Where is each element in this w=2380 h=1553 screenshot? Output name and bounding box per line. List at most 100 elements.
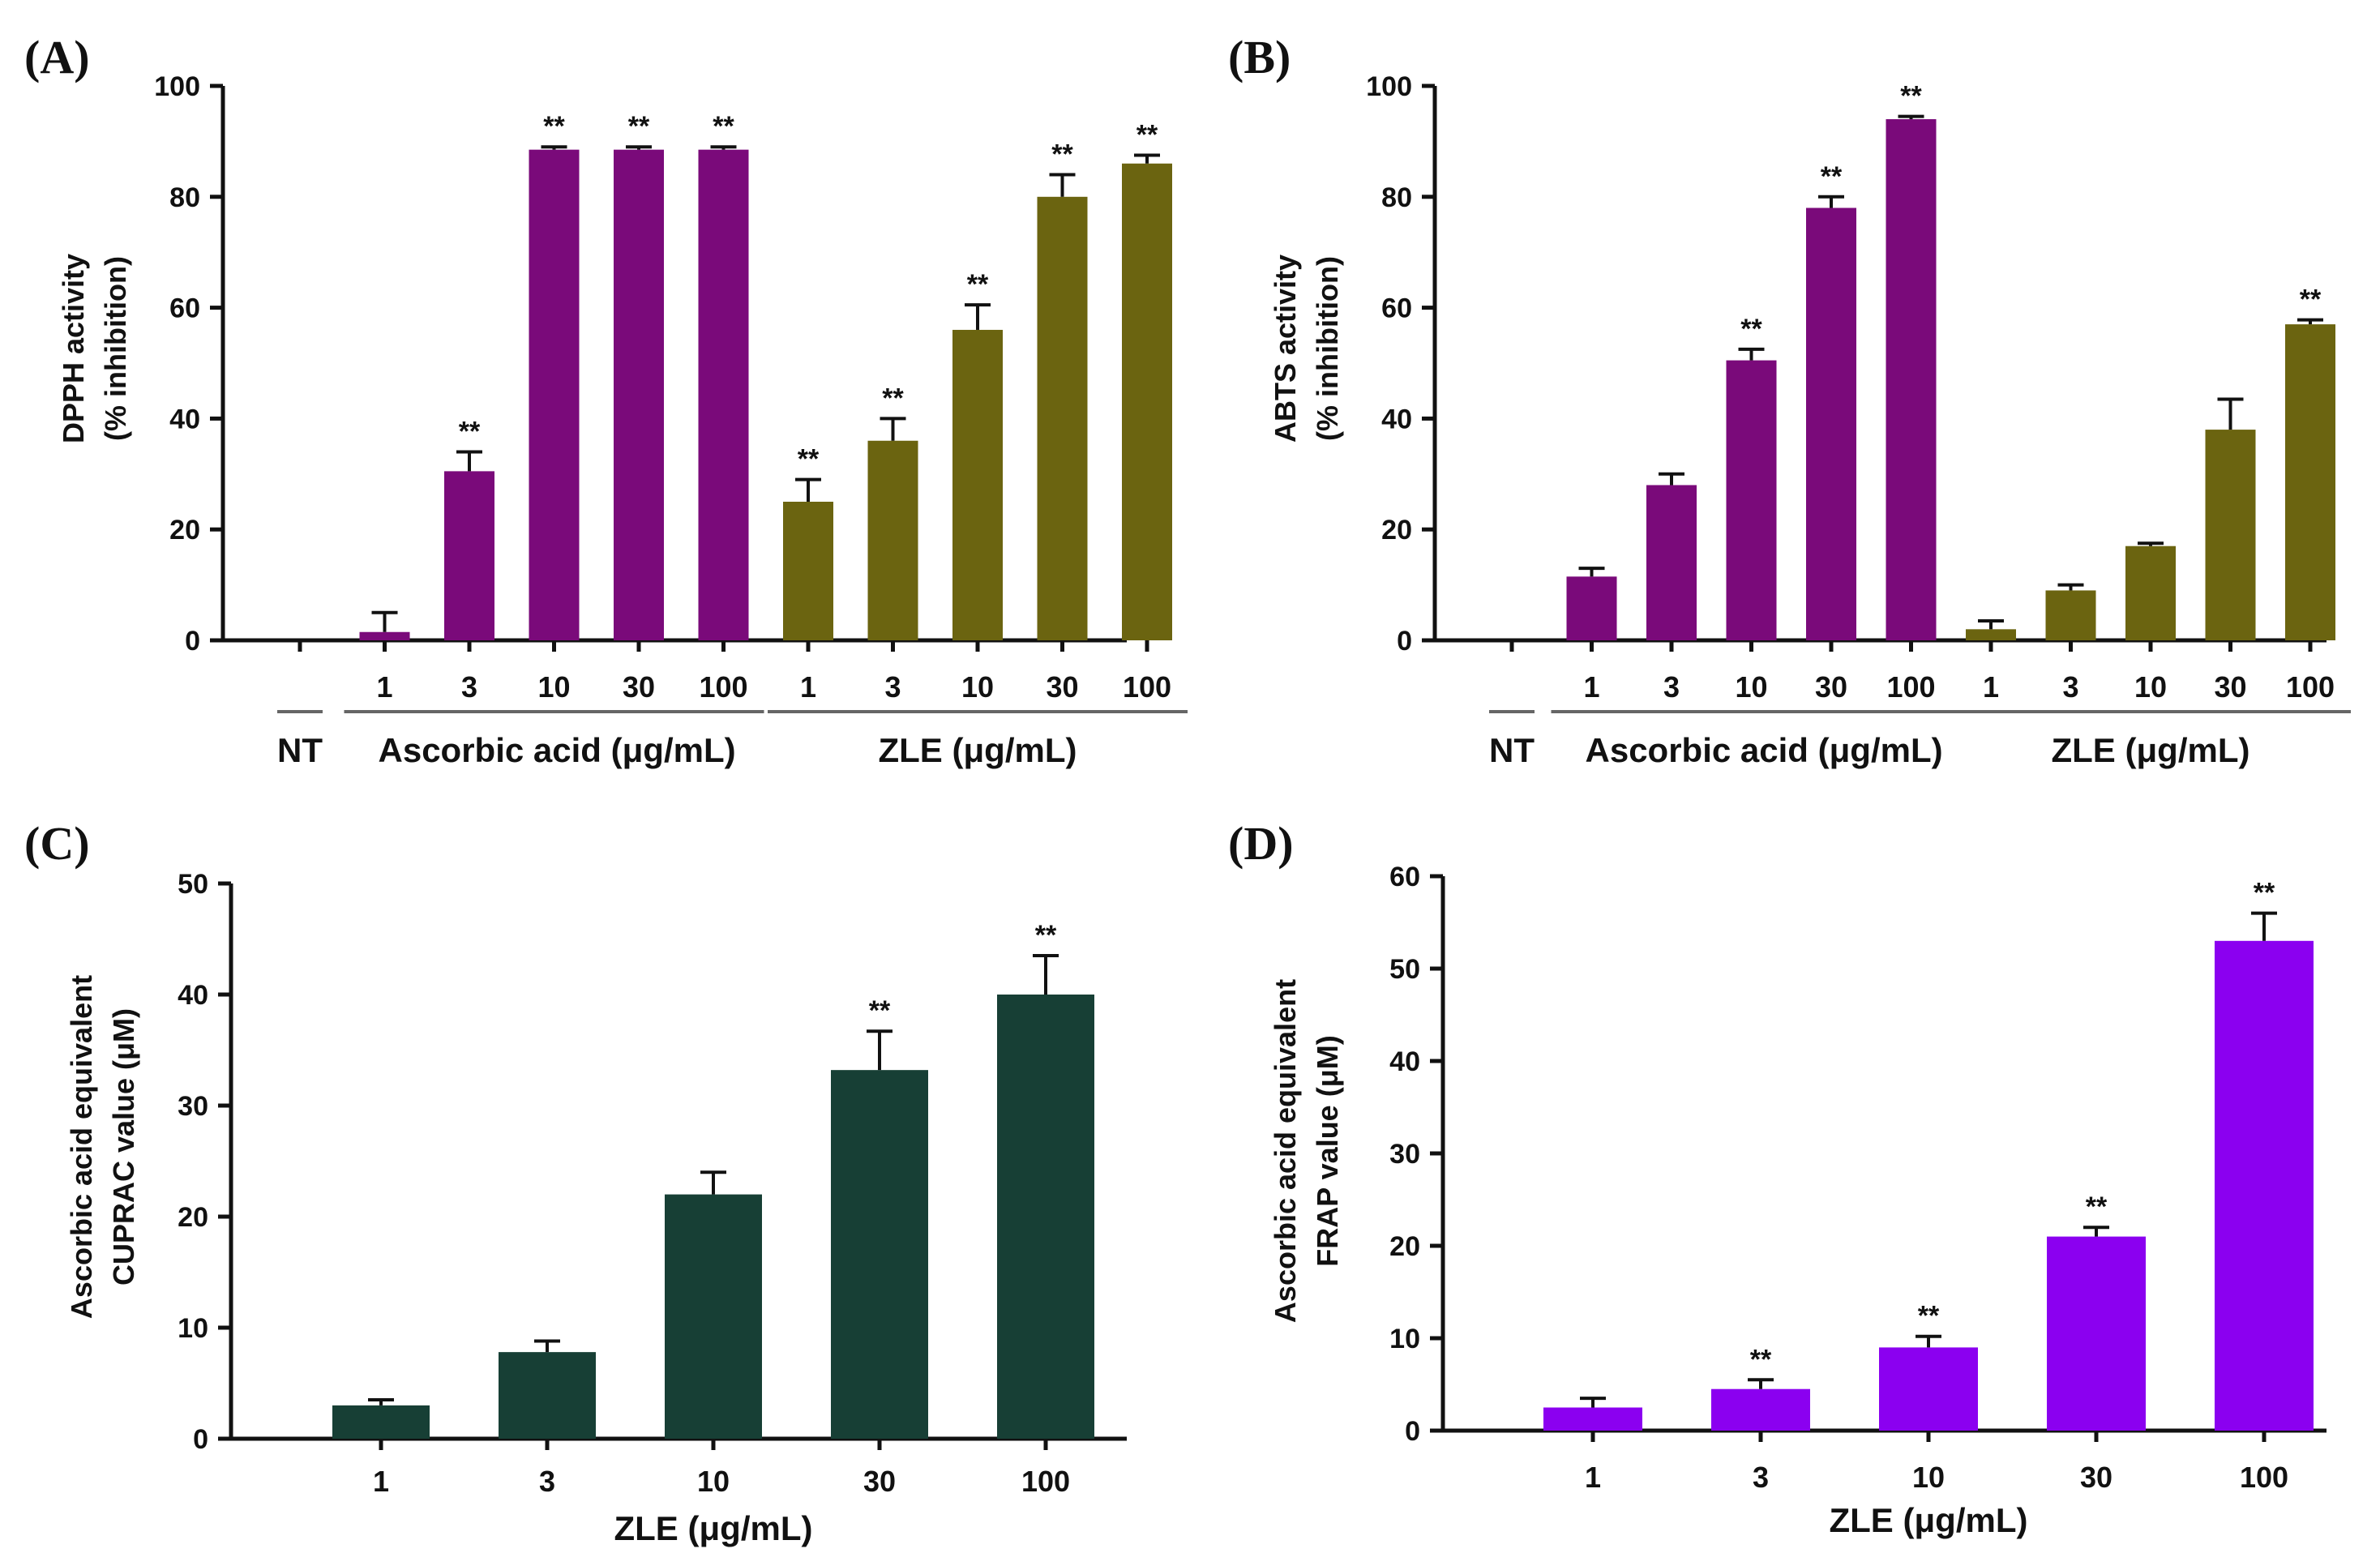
bar — [952, 329, 1003, 640]
y-tick-label: 50 — [178, 869, 208, 900]
y-tick-label: 20 — [1381, 515, 1412, 545]
bar — [997, 995, 1094, 1439]
x-tick-label: 10 — [537, 670, 570, 704]
bar — [1122, 163, 1172, 640]
x-tick-label: 100 — [699, 670, 747, 704]
x-tick-label: 100 — [1886, 670, 1935, 704]
x-tick-label: 3 — [2062, 670, 2078, 704]
significance-marker: ** — [1918, 1301, 1940, 1332]
y-axis-label: FRAP value (μM) — [1311, 1035, 1344, 1266]
bar — [499, 1352, 596, 1439]
significance-marker: ** — [882, 383, 904, 413]
y-tick-label: 40 — [169, 404, 200, 434]
x-tick-label: 10 — [961, 670, 994, 704]
y-axis-label: DPPH activity — [57, 254, 90, 443]
y-tick-label: 20 — [169, 515, 200, 545]
x-tick-label: 10 — [1735, 670, 1767, 704]
significance-marker: ** — [628, 111, 650, 142]
y-tick-label: 50 — [1389, 954, 1420, 985]
bar — [2047, 1236, 2146, 1431]
significance-marker: ** — [2086, 1191, 2108, 1222]
panel-label: (D) — [1228, 817, 1294, 870]
y-tick-label: 30 — [1389, 1139, 1420, 1170]
significance-marker: ** — [1035, 920, 1057, 951]
panel-a: (A) DPPH activity (% inhibition) 0 20 40 60 80 1… — [24, 31, 1188, 769]
x-tick-label: 1 — [800, 670, 816, 704]
y-tick-label: 60 — [1381, 293, 1412, 324]
x-axis-label: ZLE (μg/mL) — [1830, 1501, 2028, 1539]
y-tick-label: 10 — [178, 1313, 208, 1344]
y-tick-label: 0 — [193, 1424, 208, 1455]
group-label: Ascorbic acid (μg/mL) — [1586, 731, 1943, 769]
panel-label: (C) — [24, 817, 90, 870]
panel-label: (A) — [24, 31, 90, 83]
y-axis-label: ABTS activity — [1269, 255, 1302, 443]
x-tick-label: 1 — [1983, 670, 1999, 704]
y-tick-label: 40 — [1381, 404, 1412, 434]
x-tick-label: 100 — [2286, 670, 2335, 704]
x-tick-label: 1 — [373, 1465, 389, 1498]
significance-marker: ** — [869, 995, 891, 1026]
y-tick-label: 20 — [178, 1202, 208, 1233]
group-label: ZLE (μg/mL) — [879, 731, 1077, 769]
x-tick-label: 30 — [2214, 670, 2246, 704]
bar — [698, 149, 749, 640]
y-tick-label: 20 — [1389, 1231, 1420, 1262]
x-tick-label: 10 — [1912, 1461, 1945, 1494]
significance-marker: ** — [543, 111, 565, 142]
x-tick-label: 30 — [863, 1465, 896, 1498]
y-tick-label: 40 — [178, 980, 208, 1011]
significance-marker: ** — [1900, 81, 1922, 112]
x-tick-label: 100 — [1123, 670, 1171, 704]
y-tick-label: 100 — [154, 71, 200, 102]
bar — [444, 471, 494, 640]
bar — [665, 1194, 762, 1439]
group-label: NT — [1489, 731, 1535, 769]
x-axis-label: ZLE (μg/mL) — [614, 1509, 813, 1547]
bar — [1879, 1347, 1978, 1431]
significance-marker: ** — [1051, 139, 1073, 169]
significance-marker: ** — [1740, 314, 1762, 344]
panel-b: (B) ABTS activity (% inhibition) 0 20 40 60 80 1… — [1228, 31, 2351, 769]
bar — [783, 502, 833, 640]
x-tick-label: 3 — [539, 1465, 555, 1498]
panel-d: (D) Ascorbic acid equivalent FRAP value (μ… — [1228, 817, 2326, 1539]
x-tick-label: 1 — [1585, 1461, 1601, 1494]
y-tick-label: 100 — [1366, 71, 1412, 102]
bar — [1566, 576, 1617, 640]
bar — [332, 1405, 430, 1439]
bar — [1886, 119, 1937, 641]
significance-marker: ** — [967, 269, 989, 300]
bar — [529, 149, 580, 640]
group-label: ZLE (μg/mL) — [2052, 731, 2250, 769]
y-axis-label: (% inhibition) — [99, 256, 132, 441]
significance-marker: ** — [459, 416, 481, 447]
group-label: NT — [277, 731, 323, 769]
y-tick-label: 60 — [1389, 862, 1420, 892]
x-tick-label: 10 — [697, 1465, 730, 1498]
panel-label: (B) — [1228, 31, 1291, 83]
significance-marker: ** — [1136, 120, 1158, 151]
y-tick-label: 0 — [185, 626, 200, 657]
significance-marker: ** — [2254, 878, 2275, 909]
y-tick-label: 80 — [1381, 182, 1412, 213]
bar — [2205, 430, 2256, 640]
y-tick-label: 0 — [1405, 1416, 1420, 1447]
x-tick-label: 100 — [1021, 1465, 1070, 1498]
group-label: Ascorbic acid (μg/mL) — [379, 731, 736, 769]
x-tick-label: 3 — [884, 670, 901, 704]
x-tick-label: 1 — [376, 670, 392, 704]
y-axis-label: CUPRAC value (μM) — [107, 1008, 140, 1286]
bar — [1966, 629, 2016, 640]
x-tick-label: 3 — [1753, 1461, 1769, 1494]
y-axis-label: Ascorbic acid equivalent — [1269, 979, 1302, 1323]
bar — [867, 440, 918, 640]
x-tick-label: 100 — [2240, 1461, 2288, 1494]
y-tick-label: 80 — [169, 182, 200, 213]
bar — [1711, 1388, 1810, 1431]
bar — [1726, 360, 1777, 640]
bar — [2215, 940, 2314, 1431]
significance-marker: ** — [1821, 161, 1843, 192]
bar — [1806, 207, 1856, 641]
